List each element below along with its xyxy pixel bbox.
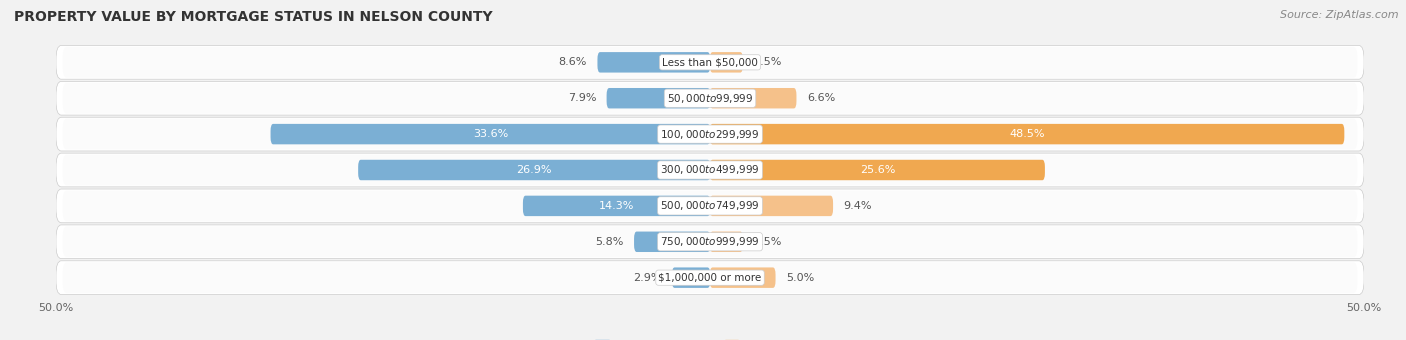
FancyBboxPatch shape xyxy=(56,117,1364,151)
Text: $100,000 to $299,999: $100,000 to $299,999 xyxy=(661,128,759,141)
Text: 48.5%: 48.5% xyxy=(1010,129,1045,139)
Text: 14.3%: 14.3% xyxy=(599,201,634,211)
Text: 2.5%: 2.5% xyxy=(754,237,782,247)
FancyBboxPatch shape xyxy=(270,124,710,144)
FancyBboxPatch shape xyxy=(710,160,1045,180)
FancyBboxPatch shape xyxy=(56,46,1364,79)
Text: 6.6%: 6.6% xyxy=(807,93,835,103)
FancyBboxPatch shape xyxy=(606,88,710,108)
Text: $500,000 to $749,999: $500,000 to $749,999 xyxy=(661,199,759,212)
Text: 26.9%: 26.9% xyxy=(516,165,553,175)
Text: 2.5%: 2.5% xyxy=(754,57,782,67)
Text: 8.6%: 8.6% xyxy=(558,57,588,67)
FancyBboxPatch shape xyxy=(56,189,1364,223)
FancyBboxPatch shape xyxy=(63,155,1357,185)
Text: 9.4%: 9.4% xyxy=(844,201,872,211)
FancyBboxPatch shape xyxy=(56,261,1364,294)
Text: 33.6%: 33.6% xyxy=(472,129,508,139)
FancyBboxPatch shape xyxy=(359,160,710,180)
FancyBboxPatch shape xyxy=(710,232,742,252)
Text: PROPERTY VALUE BY MORTGAGE STATUS IN NELSON COUNTY: PROPERTY VALUE BY MORTGAGE STATUS IN NEL… xyxy=(14,10,492,24)
Text: $50,000 to $99,999: $50,000 to $99,999 xyxy=(666,92,754,105)
FancyBboxPatch shape xyxy=(63,190,1357,221)
Text: Less than $50,000: Less than $50,000 xyxy=(662,57,758,67)
FancyBboxPatch shape xyxy=(710,52,742,72)
Text: 5.8%: 5.8% xyxy=(595,237,624,247)
Text: $750,000 to $999,999: $750,000 to $999,999 xyxy=(661,235,759,248)
FancyBboxPatch shape xyxy=(710,268,776,288)
FancyBboxPatch shape xyxy=(56,225,1364,259)
Text: 25.6%: 25.6% xyxy=(859,165,896,175)
FancyBboxPatch shape xyxy=(63,226,1357,257)
FancyBboxPatch shape xyxy=(710,88,796,108)
Text: 7.9%: 7.9% xyxy=(568,93,596,103)
FancyBboxPatch shape xyxy=(63,47,1357,78)
Text: $300,000 to $499,999: $300,000 to $499,999 xyxy=(661,164,759,176)
FancyBboxPatch shape xyxy=(523,195,710,216)
Text: 2.9%: 2.9% xyxy=(633,273,662,283)
FancyBboxPatch shape xyxy=(56,153,1364,187)
FancyBboxPatch shape xyxy=(710,195,834,216)
Text: 5.0%: 5.0% xyxy=(786,273,814,283)
FancyBboxPatch shape xyxy=(710,124,1344,144)
FancyBboxPatch shape xyxy=(63,83,1357,114)
Text: $1,000,000 or more: $1,000,000 or more xyxy=(658,273,762,283)
Text: Source: ZipAtlas.com: Source: ZipAtlas.com xyxy=(1281,10,1399,20)
FancyBboxPatch shape xyxy=(598,52,710,72)
FancyBboxPatch shape xyxy=(56,81,1364,115)
FancyBboxPatch shape xyxy=(63,262,1357,293)
FancyBboxPatch shape xyxy=(672,268,710,288)
FancyBboxPatch shape xyxy=(63,119,1357,150)
FancyBboxPatch shape xyxy=(634,232,710,252)
